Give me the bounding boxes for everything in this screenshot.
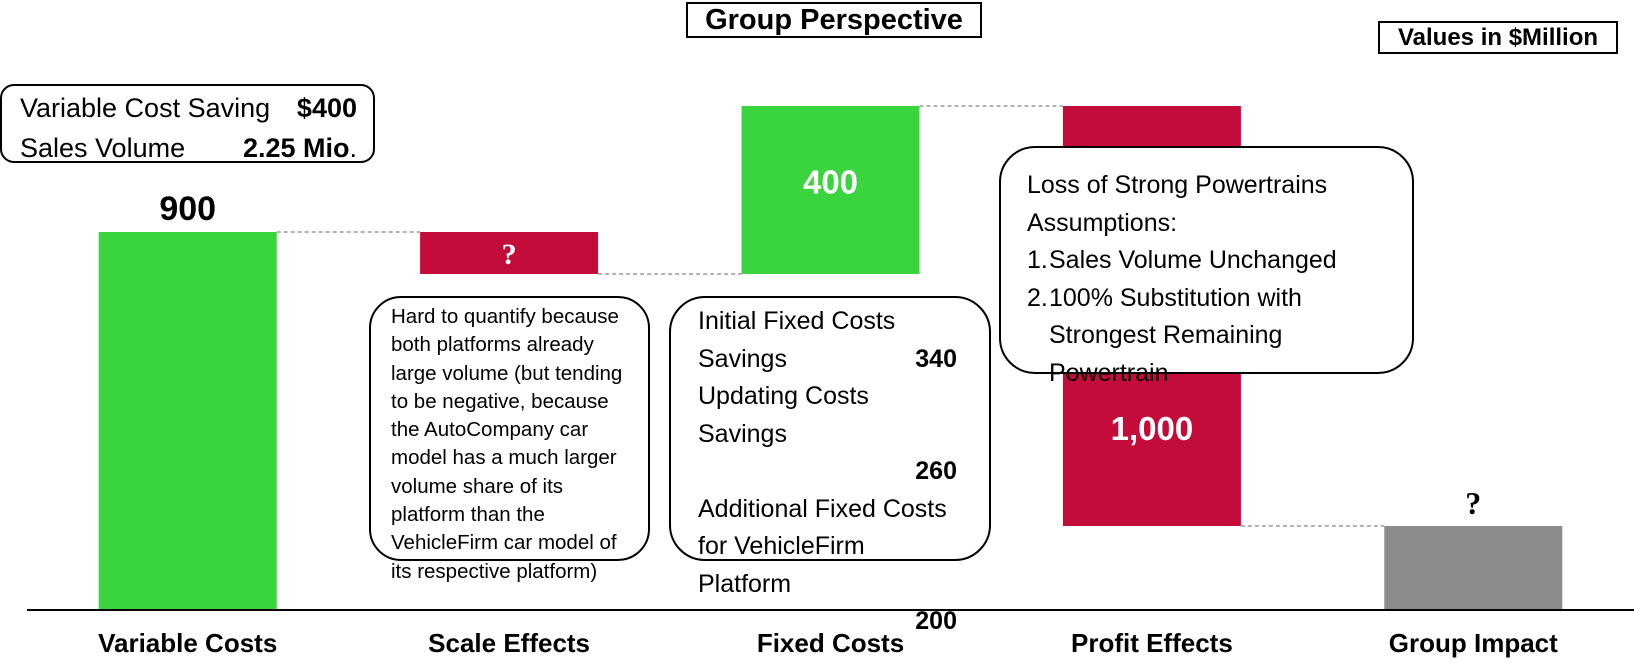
- units-label: Values in $Million: [1378, 21, 1618, 54]
- fixed-note-line: Additional Fixed Costs: [698, 494, 947, 523]
- profit-note-line: Loss of Strong Powertrains: [1027, 171, 1328, 199]
- category-label: Profit Effects: [1071, 628, 1233, 658]
- profit-note-item-text: Sales Volume Unchanged: [1049, 246, 1337, 274]
- assumption-value: 2.25 Mio: [242, 133, 350, 163]
- fixed-note-line: for VehicleFirm Platform: [698, 532, 865, 598]
- profit-note-item-text: 100% Substitution with: [1049, 283, 1302, 312]
- profit-note-item-number: 2.: [1027, 283, 1048, 312]
- data-label: ?: [1465, 485, 1481, 521]
- assumption-label: Sales Volume: [20, 133, 186, 163]
- data-label: 900: [159, 190, 216, 228]
- category-label: Fixed Costs: [757, 628, 904, 658]
- fixed-note-value: 200: [915, 607, 957, 635]
- data-label: ?: [502, 238, 517, 271]
- assumption-row: Sales Volume 2.25 Mio.: [20, 128, 357, 168]
- data-label: 400: [803, 163, 858, 200]
- scale-effects-note-text: Hard to quantify because both platforms …: [391, 305, 623, 583]
- profit-note-line: Strongest Remaining Powertrain: [1049, 321, 1283, 387]
- fixed-note-row: 200: [698, 603, 957, 641]
- category-label: Scale Effects: [428, 628, 590, 658]
- bar-group-impact: [1384, 526, 1563, 610]
- assumption-label: Variable Cost Saving: [20, 93, 271, 123]
- category-label: Variable Costs: [98, 628, 277, 658]
- category-label: Group Impact: [1389, 628, 1558, 658]
- assumption-value: $400: [296, 93, 357, 123]
- profit-note-item: 1. Sales Volume Unchanged: [1027, 242, 1396, 280]
- fixed-note-line: Initial Fixed Costs: [698, 307, 896, 335]
- assumptions-box: Variable Cost Saving $400 Sales Volume 2…: [0, 84, 375, 163]
- fixed-costs-note: Initial Fixed Costs Savings 340 Updating…: [669, 296, 991, 635]
- data-labels: 900? 400 1,000?: [159, 163, 1481, 521]
- assumption-suffix: .: [349, 133, 357, 163]
- fixed-note-line: Updating Costs Savings: [698, 382, 869, 448]
- bar-variable-costs: [98, 232, 277, 610]
- fixed-note-value: 260: [915, 457, 957, 485]
- fixed-note-row: Savings 340: [698, 341, 957, 379]
- assumption-row: Variable Cost Saving $400: [20, 88, 357, 128]
- profit-note-item: 2. 100% Substitution with: [1027, 280, 1396, 318]
- data-label: 1,000: [1111, 410, 1194, 447]
- bar-scale-effects: [420, 232, 599, 274]
- fixed-note-value: 340: [915, 344, 957, 373]
- profit-note-line: Assumptions:: [1027, 208, 1178, 237]
- profit-note-item-number: 1.: [1027, 246, 1048, 274]
- fixed-note-row: 260: [698, 453, 957, 491]
- chart-title: Group Perspective: [686, 2, 982, 38]
- scale-effects-note: Hard to quantify because both platforms …: [369, 296, 650, 583]
- profit-effects-note: Loss of Strong Powertrains Assumptions: …: [999, 146, 1414, 387]
- fixed-note-label: Savings: [698, 344, 787, 373]
- category-labels: Variable Costs Scale Effects Fixed Costs Pr…: [98, 628, 1558, 658]
- connector-lines: [276, 105, 1385, 527]
- bar-fixed-costs: [741, 106, 920, 274]
